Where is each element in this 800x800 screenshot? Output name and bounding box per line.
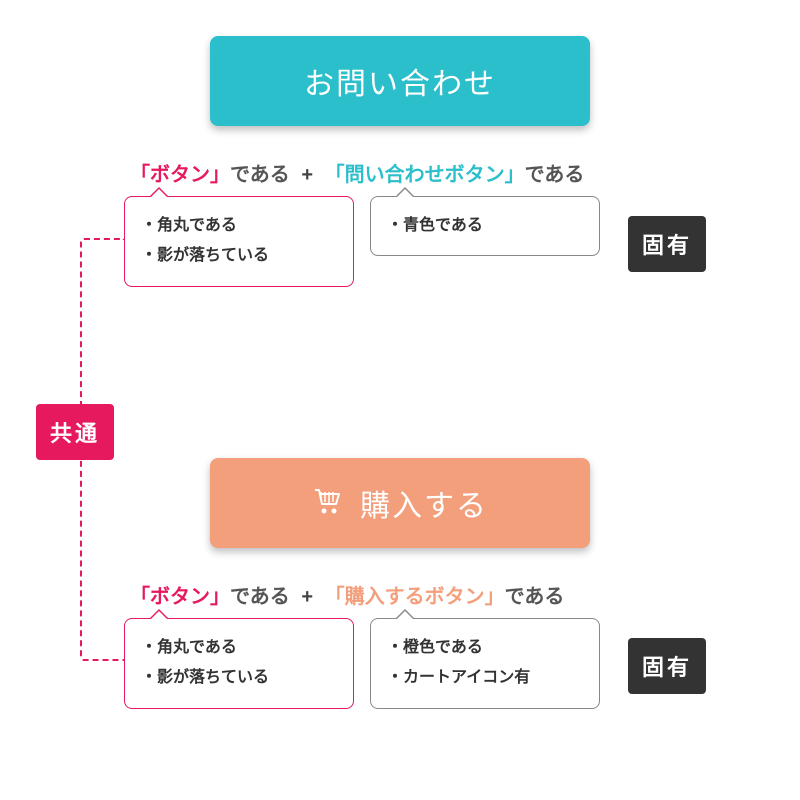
common-tag-label: 共通 — [50, 421, 100, 446]
unique-tag-1: 固有 — [628, 216, 706, 272]
cart-icon — [312, 487, 342, 523]
unique-tag-2-label: 固有 — [642, 655, 692, 680]
inquiry-button-label: お問い合わせ — [304, 59, 496, 103]
inquiry-unique-box: ・青色である — [370, 196, 600, 256]
purchase-common-box: ・角丸である・影が落ちている — [124, 618, 354, 709]
purchase-button[interactable]: 購入する — [210, 458, 590, 548]
inquiry-button[interactable]: お問い合わせ — [210, 36, 590, 126]
purchase-unique-box: ・橙色である・カートアイコン有 — [370, 618, 600, 709]
inquiry-common-box: ・角丸である・影が落ちている — [124, 196, 354, 287]
purchase-legend: 「ボタン」である + 「購入するボタン」である — [130, 580, 564, 609]
inquiry-legend: 「ボタン」である + 「問い合わせボタン」である — [130, 158, 584, 187]
unique-tag-2: 固有 — [628, 638, 706, 694]
purchase-button-label: 購入する — [360, 481, 488, 525]
common-tag: 共通 — [36, 404, 114, 460]
unique-tag-1-label: 固有 — [642, 233, 692, 258]
